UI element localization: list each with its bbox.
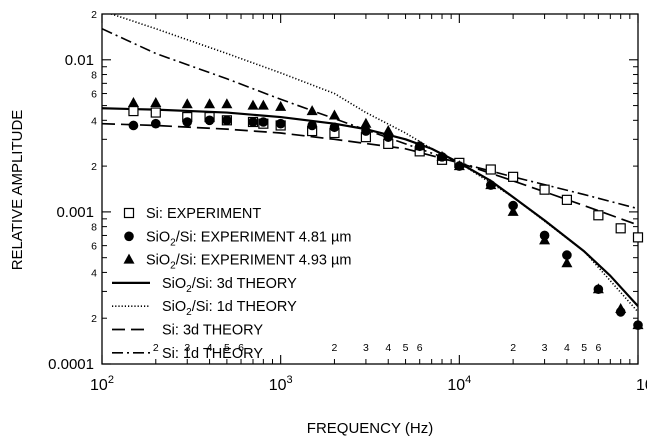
data-point-open-square	[593, 210, 604, 221]
y-major-tick-label: 0.01	[65, 52, 94, 69]
series-lines	[102, 14, 638, 313]
y-minor-tick-label: 4	[91, 115, 97, 127]
series-line-dashed	[102, 122, 638, 226]
y-axis-title: RELATIVE AMPLITUDE	[9, 110, 26, 271]
x-minor-tick-label: 6	[238, 342, 244, 354]
data-point-open-square	[508, 171, 519, 182]
data-point-filled-triangle	[204, 98, 216, 109]
data-point-open-square	[150, 107, 161, 118]
data-point-filled-triangle	[561, 257, 573, 268]
data-point-filled-circle	[307, 120, 317, 131]
x-minor-tick-label: 6	[417, 342, 423, 354]
legend-marker-filled-triangle	[123, 253, 135, 264]
x-minor-tick-label: 3	[542, 342, 548, 354]
data-point-filled-triangle	[360, 117, 372, 128]
y-minor-tick-label: 2	[91, 161, 97, 173]
x-major-tick-label: 103	[269, 374, 293, 394]
y-major-tick-label: 0.0001	[48, 356, 94, 373]
legend: Si: EXPERIMENT SiO2/Si: EXPERIMENT 4.81 µ…	[112, 206, 351, 362]
x-minor-tick-label: 3	[363, 342, 369, 354]
legend-marker-open-square	[123, 207, 135, 219]
x-minor-tick-label: 5	[224, 342, 230, 354]
data-point-filled-circle	[182, 117, 193, 127]
x-minor-tick-label: 2	[332, 342, 338, 354]
x-minor-tick-label: 5	[581, 342, 587, 354]
legend-label: Si: 1d THEORY	[162, 346, 263, 362]
data-point-filled-circle	[508, 200, 518, 211]
legend-label: SiO2/Si: EXPERIMENT 4.81 µm	[146, 229, 351, 248]
legend-marker-filled-circle	[124, 231, 134, 242]
x-minor-tick-label: 4	[207, 342, 213, 354]
data-point-filled-triangle	[632, 319, 644, 330]
legend-label: SiO2/Si: 1d THEORY	[162, 299, 297, 318]
data-point-filled-triangle	[257, 99, 269, 110]
legend-label: Si: 3d THEORY	[162, 323, 263, 339]
y-top-tick-label: 2	[91, 9, 97, 21]
y-minor-tick-label: 8	[91, 70, 97, 82]
data-point-filled-triangle	[181, 98, 193, 109]
series-line-dotted	[109, 14, 638, 313]
data-point-filled-triangle	[539, 234, 551, 245]
data-point-filled-triangle	[436, 150, 448, 161]
x-minor-tick-label: 3	[184, 342, 190, 354]
data-point-filled-circle	[361, 126, 371, 136]
legend-label: Si: EXPERIMENT	[146, 206, 261, 222]
plot-frame	[101, 13, 639, 365]
data-point-open-square	[485, 164, 496, 175]
data-point-filled-triangle	[275, 100, 287, 111]
y-minor-tick-label: 6	[91, 241, 97, 253]
data-point-filled-triangle	[306, 105, 318, 116]
y-minor-tick-label: 2	[91, 313, 97, 325]
x-minor-tick-label: 4	[385, 342, 391, 354]
x-axis-title: FREQUENCY (Hz)	[307, 420, 433, 437]
data-point-filled-triangle	[150, 96, 162, 107]
data-point-filled-circle	[150, 118, 161, 129]
data-point-filled-circle	[258, 117, 269, 127]
x-minor-tick-label: 2	[510, 342, 516, 354]
y-minor-tick-label: 6	[91, 89, 97, 101]
data-point-filled-circle	[275, 118, 286, 129]
data-point-open-square	[561, 194, 573, 205]
x-major-tick-label: 104	[447, 374, 471, 394]
data-point-open-square	[539, 184, 550, 195]
data-point-open-square	[615, 223, 626, 234]
legend-label: SiO2/Si: EXPERIMENT 4.93 µm	[146, 253, 351, 272]
data-point-filled-triangle	[592, 283, 604, 294]
x-major-tick-label: 102	[90, 374, 114, 394]
y-minor-tick-label: 8	[91, 222, 97, 234]
data-point-filled-circle	[222, 115, 232, 126]
x-minor-tick-label: 2	[153, 342, 159, 354]
data-point-filled-triangle	[507, 205, 519, 216]
legend-label: SiO2/Si: 3d THEORY	[162, 276, 297, 295]
y-minor-tick-label: 4	[91, 267, 97, 279]
x-major-tick-label: 105	[636, 374, 647, 394]
data-point-filled-triangle	[414, 140, 426, 151]
tick-labels: 234562345623456102103104105246824680.000…	[48, 9, 647, 394]
data-point-filled-triangle	[127, 96, 139, 107]
x-minor-tick-label: 6	[595, 342, 601, 354]
data-point-filled-triangle	[485, 179, 497, 190]
data-point-filled-triangle	[221, 98, 233, 109]
data-point-filled-triangle	[453, 160, 465, 171]
axis-ticks	[101, 13, 639, 365]
data-point-filled-triangle	[328, 109, 340, 120]
data-point-filled-circle	[204, 115, 215, 126]
data-point-filled-circle	[128, 120, 139, 131]
data-point-open-square	[632, 232, 644, 243]
data-point-filled-triangle	[615, 302, 627, 313]
series-markers	[127, 96, 644, 330]
data-point-filled-circle	[248, 117, 258, 127]
data-point-filled-circle	[562, 250, 572, 260]
y-major-tick-label: 0.001	[56, 204, 94, 221]
x-minor-tick-label: 5	[403, 342, 409, 354]
data-point-open-square	[128, 105, 139, 117]
data-point-filled-triangle	[247, 99, 259, 110]
data-point-filled-triangle	[382, 125, 394, 136]
x-minor-tick-label: 4	[564, 342, 570, 354]
data-point-filled-circle	[329, 122, 340, 133]
